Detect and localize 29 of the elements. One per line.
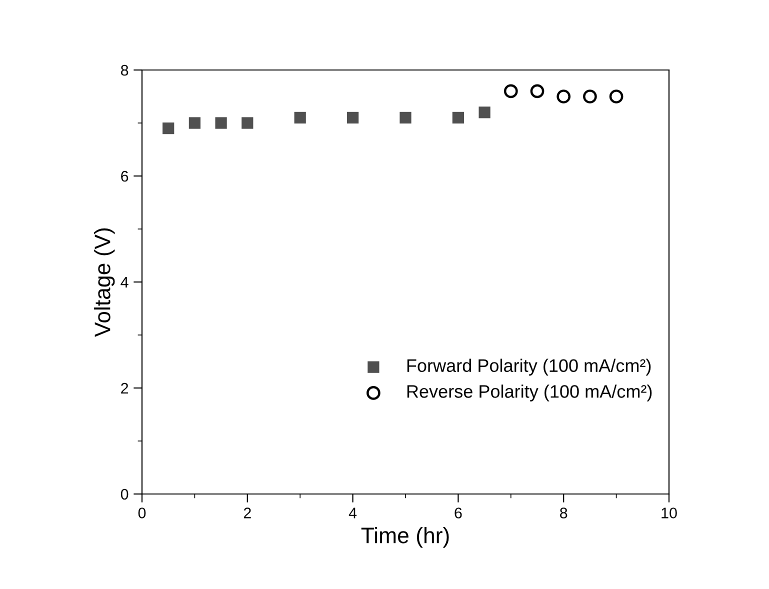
y-tick-label: 2 <box>121 382 128 394</box>
x-tick-label: 2 <box>244 508 251 518</box>
point <box>583 90 597 104</box>
x-tick-label: 10 <box>662 508 677 518</box>
point <box>188 117 201 129</box>
x-tick-label: 0 <box>138 508 146 518</box>
x-tick-label: 6 <box>454 508 462 518</box>
point <box>400 112 412 124</box>
point <box>215 117 227 129</box>
y-tick-label: 6 <box>121 170 128 182</box>
x-tick-label: 4 <box>348 508 357 518</box>
point <box>478 106 490 118</box>
y-tick-label: 4 <box>120 277 128 288</box>
point <box>242 117 254 129</box>
point <box>504 84 518 98</box>
point <box>162 122 174 134</box>
point <box>294 112 306 124</box>
point <box>530 84 544 98</box>
point <box>609 90 624 104</box>
point <box>346 112 359 124</box>
legend-label: Forward Polarity (100 mA/cm²) <box>407 358 651 376</box>
x-axis-title: Time (hr) <box>361 526 449 548</box>
legend-label: Reverse Polarity (100 mA/cm²) <box>407 384 652 402</box>
y-tick-label: 0 <box>120 488 128 500</box>
point <box>452 112 464 124</box>
y-axis-title: Voltage (V) <box>94 228 115 337</box>
point <box>556 90 571 104</box>
x-tick-label: 8 <box>560 508 568 518</box>
y-tick-label: 8 <box>120 64 128 76</box>
